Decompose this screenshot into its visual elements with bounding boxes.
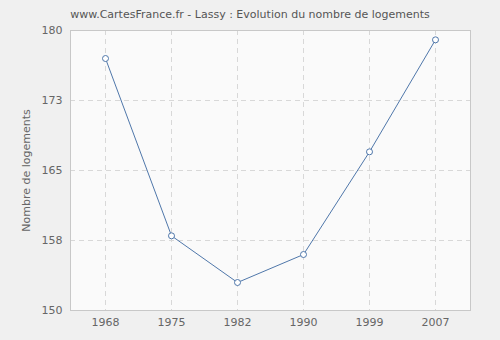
svg-text:150: 150 (42, 304, 63, 317)
svg-text:1990: 1990 (290, 316, 318, 329)
svg-text:1975: 1975 (158, 316, 186, 329)
svg-text:1982: 1982 (224, 316, 252, 329)
html-text:www.CartesFrance.fr - Lassy :: www.CartesFrance.fr - Lassy : Evolution … (70, 8, 430, 21)
svg-text:1999: 1999 (356, 316, 384, 329)
svg-text:173: 173 (42, 94, 63, 107)
svg-text:1968: 1968 (92, 316, 120, 329)
svg-text:Nombre de logements: Nombre de logements (20, 109, 33, 232)
svg-text:165: 165 (42, 164, 63, 177)
svg-text:158: 158 (42, 234, 63, 247)
svg-text:180: 180 (42, 24, 63, 37)
svg-text:2007: 2007 (422, 316, 450, 329)
